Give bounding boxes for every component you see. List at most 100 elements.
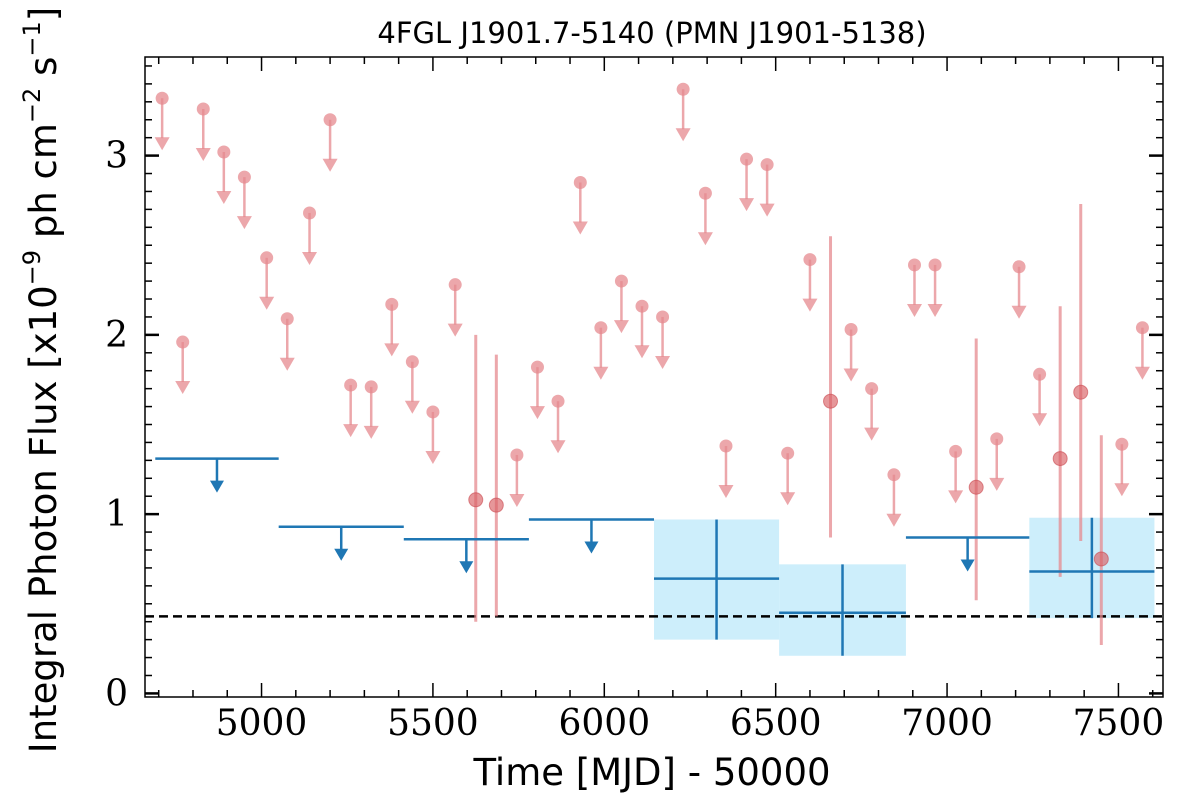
- short-bin-upper-limit-arrow-head: [302, 251, 318, 265]
- y-tick-label: 0: [105, 673, 128, 714]
- y-tick-label: 3: [105, 136, 128, 177]
- short-bin-upper-limit-point: [573, 175, 587, 189]
- short-bin-upper-limit-arrow-head: [195, 147, 211, 161]
- short-bin-upper-limit-arrow-head: [259, 296, 275, 310]
- short-bin-upper-limit-point: [237, 170, 251, 184]
- y-axis-title-part: ]: [22, 7, 65, 21]
- short-bin-upper-limit-arrow-head: [1134, 366, 1150, 380]
- short-bin-point: [1093, 551, 1109, 567]
- short-bin-upper-limit-point: [698, 186, 712, 200]
- short-bin-upper-limit-point: [865, 382, 879, 396]
- x-tick-label: 7000: [901, 703, 993, 744]
- short-bin-upper-limit-point: [760, 158, 774, 172]
- short-bin-upper-limit-arrow-head: [864, 427, 880, 441]
- short-bin-upper-limit-point: [344, 378, 358, 392]
- short-bin-upper-limit-arrow-head: [529, 406, 545, 420]
- short-bin-upper-limit-arrow-head: [948, 490, 964, 504]
- short-bin-upper-limit-arrow-head: [1114, 483, 1130, 497]
- short-bin-upper-limit-arrow-head: [613, 320, 629, 334]
- short-bin-upper-limit-point: [594, 321, 608, 335]
- short-bin-point: [468, 492, 484, 508]
- short-bin-upper-limit-arrow-head: [425, 450, 441, 464]
- short-bin-upper-limit-point: [949, 444, 963, 458]
- long-bin-upper-limit-arrow-head: [334, 548, 349, 561]
- y-axis-title-exponent: −1: [18, 21, 46, 56]
- short-bin-upper-limit-arrow-head: [572, 221, 588, 235]
- short-bin-upper-limit-arrow-head: [780, 492, 796, 506]
- short-bin-upper-limit-arrow-head: [927, 303, 943, 317]
- x-tick-label: 5000: [216, 703, 308, 744]
- long-bin-upper-limit-arrow-head: [584, 541, 599, 554]
- short-bin-upper-limit-arrow-head: [989, 477, 1005, 491]
- short-bin-upper-limit-arrow-head: [593, 366, 609, 380]
- short-bin-upper-limit-arrow-head: [216, 191, 232, 205]
- short-bin-upper-limit-point: [385, 297, 399, 311]
- short-bin-upper-limit-arrow-head: [655, 355, 671, 369]
- short-bin-upper-limit-point: [719, 439, 733, 453]
- short-bin-upper-limit-point: [551, 394, 565, 408]
- y-tick-label: 2: [105, 315, 128, 356]
- short-bin-upper-limit-point: [656, 310, 670, 324]
- short-bin-upper-limit-arrow-head: [906, 303, 922, 317]
- short-bin-upper-limit-point: [260, 251, 274, 265]
- short-bin-upper-limit-point: [676, 82, 690, 96]
- short-bin-point: [488, 497, 504, 513]
- short-bin-point: [1073, 384, 1089, 400]
- y-axis-title: Integral Photon Flux [x10−9 ph cm−2 s−1]: [18, 7, 65, 753]
- short-bin-upper-limit-arrow-head: [322, 158, 338, 172]
- long-bin-upper-limit-arrow-head: [960, 559, 975, 572]
- short-bin-upper-limit-arrow-head: [802, 298, 818, 312]
- short-bin-upper-limit-point: [1115, 437, 1129, 451]
- short-bin-upper-limit-point: [887, 468, 901, 482]
- x-tick-label: 7500: [1073, 703, 1165, 744]
- short-bin-upper-limit-arrow-head: [236, 216, 252, 230]
- short-bin-upper-limit-arrow-head: [404, 400, 420, 414]
- short-bin-point: [968, 479, 984, 495]
- short-bin-point: [1052, 451, 1068, 467]
- y-tick-label: 1: [105, 494, 128, 535]
- short-bin-upper-limit-point: [928, 258, 942, 272]
- short-bin-upper-limit-arrow-head: [384, 343, 400, 357]
- short-bin-upper-limit-arrow-head: [1011, 305, 1027, 319]
- short-bin-upper-limit-arrow-head: [697, 232, 713, 246]
- short-bin-upper-limit-point: [448, 278, 462, 292]
- short-bin-upper-limit-point: [1012, 260, 1026, 274]
- short-bin-upper-limit-arrow-head: [718, 485, 734, 499]
- short-bin-upper-limit-arrow-head: [175, 381, 191, 395]
- y-axis-title-exponent: −9: [18, 250, 46, 285]
- long-bin-upper-limit-arrow-head: [459, 561, 474, 574]
- short-bin-upper-limit-point: [176, 335, 190, 349]
- y-axis-title-part: ph cm: [22, 123, 65, 250]
- short-bin-upper-limit-point: [155, 91, 169, 105]
- short-bin-upper-limit-point: [907, 258, 921, 272]
- short-bin-upper-limit-point: [740, 152, 754, 166]
- long-bin-upper-limit-arrow-head: [209, 480, 224, 493]
- chart-title: 4FGL J1901.7-5140 (PMN J1901-5138): [377, 16, 926, 50]
- short-bin-upper-limit-arrow-head: [279, 357, 295, 371]
- short-bin-upper-limit-arrow-head: [154, 137, 170, 151]
- short-bin-point: [823, 393, 839, 409]
- plot-frame: [144, 56, 1164, 698]
- short-bin-upper-limit-point: [323, 113, 337, 127]
- short-bin-upper-limit-point: [217, 145, 231, 159]
- short-bin-upper-limit-point: [303, 206, 317, 220]
- short-bin-upper-limit-point: [614, 274, 628, 288]
- short-bin-upper-limit-arrow-head: [363, 425, 379, 439]
- short-bin-upper-limit-point: [426, 405, 440, 419]
- short-bin-upper-limit-point: [781, 446, 795, 460]
- short-bin-upper-limit-point: [280, 312, 294, 326]
- short-bin-upper-limit-arrow-head: [739, 198, 755, 212]
- short-bin-upper-limit-arrow-head: [675, 128, 691, 142]
- short-bin-upper-limit-arrow-head: [759, 203, 775, 217]
- short-bin-upper-limit-arrow-head: [550, 440, 566, 454]
- short-bin-upper-limit-arrow-head: [343, 424, 359, 438]
- short-bin-upper-limit-point: [364, 380, 378, 394]
- x-tick-label: 6000: [558, 703, 650, 744]
- short-bin-upper-limit-point: [1135, 321, 1149, 335]
- short-bin-upper-limit-point: [530, 360, 544, 374]
- y-axis-title-exponent: −2: [18, 88, 46, 123]
- short-bin-upper-limit-point: [990, 432, 1004, 446]
- short-bin-upper-limit-arrow-head: [886, 513, 902, 527]
- short-bin-upper-limit-arrow-head: [843, 368, 859, 382]
